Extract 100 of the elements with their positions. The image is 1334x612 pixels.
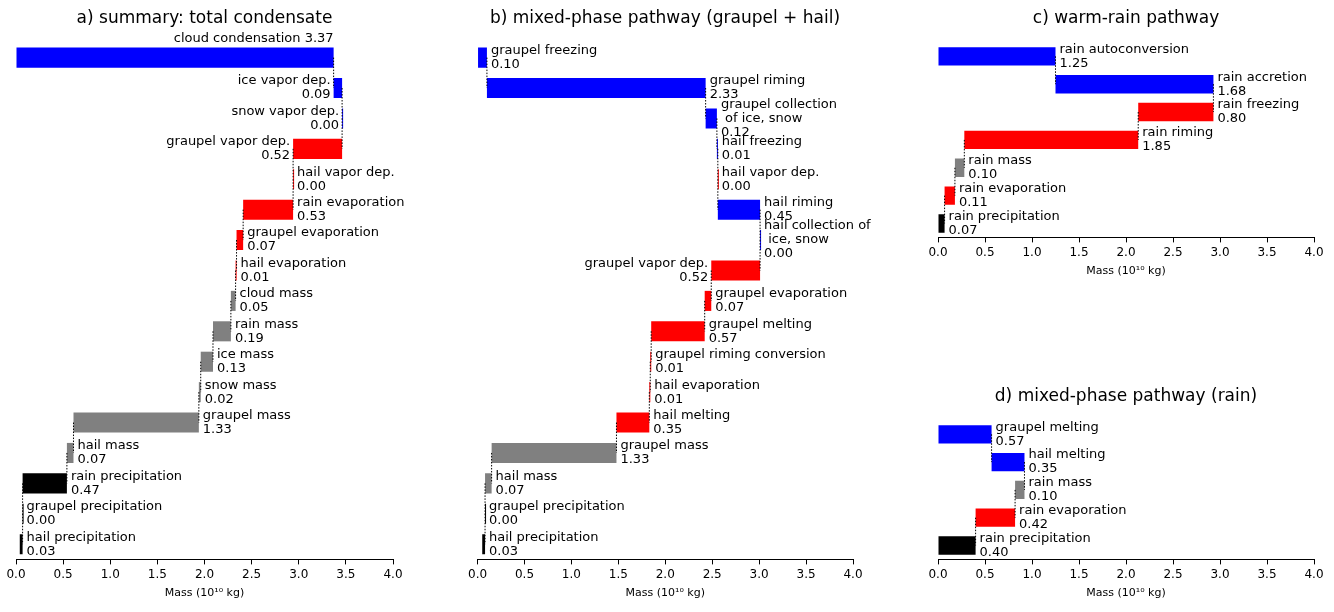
x-tick-label: 3.5 <box>336 566 356 581</box>
x-tick-label: 1.5 <box>147 566 167 581</box>
data-label: 0.07 <box>948 221 978 237</box>
x-tick-label: 0.5 <box>53 566 73 581</box>
category-label: cloud condensation 3.37 <box>173 29 334 45</box>
data-label: 0.00 <box>721 177 751 193</box>
x-tick-label: 2.5 <box>702 566 722 581</box>
x-tick-label: 2.0 <box>1116 244 1136 259</box>
category-label: hail precipitation <box>489 528 599 544</box>
data-label: 0.00 <box>764 245 794 261</box>
category-label: graupel riming conversion <box>655 346 826 362</box>
x-tick-label: 2.0 <box>194 566 215 581</box>
x-tick-label: 2.0 <box>1116 566 1136 581</box>
x-tick-label: 3.0 <box>1210 566 1230 581</box>
category-label: rain riming <box>1142 124 1214 140</box>
data-label: 0.01 <box>655 360 685 376</box>
category-label: graupel mass <box>620 437 709 453</box>
data-label: 0.47 <box>70 481 100 497</box>
x-tick-label: 3.5 <box>1257 244 1277 259</box>
chart-title: d) mixed-phase pathway (rain) <box>994 384 1258 405</box>
x-tick-label: 3.5 <box>796 566 816 581</box>
x-tick-label: 0.5 <box>975 566 995 581</box>
data-label: 0.00 <box>489 512 518 528</box>
x-tick-label: 0.5 <box>514 566 535 581</box>
x-tick-label: 3.5 <box>1257 566 1277 581</box>
x-tick-label: 3.0 <box>289 566 309 581</box>
category-label: rain precipitation <box>70 467 183 483</box>
x-tick-label: 2.5 <box>1163 244 1183 259</box>
chart-title: c) warm-rain pathway <box>1032 6 1220 27</box>
x-axis-title: Mass (10¹⁰ kg) <box>1086 264 1166 278</box>
chart-title: a) summary: total condensate <box>76 6 333 27</box>
category-label: rain mass <box>234 315 299 331</box>
category-label: cloud mass <box>239 285 314 301</box>
data-label: 0.40 <box>979 543 1009 559</box>
category-label: rain freezing <box>1217 96 1300 112</box>
chart-title: b) mixed-phase pathway (graupel + hail) <box>489 6 841 27</box>
x-tick-label: 2.5 <box>1163 566 1183 581</box>
category-label: rain mass <box>1028 474 1092 490</box>
category-label: hail melting <box>1028 446 1106 462</box>
category-label: hail riming <box>764 194 834 210</box>
x-tick-label: 2.0 <box>655 566 675 581</box>
category-label: graupel riming <box>709 72 806 88</box>
data-label: 1.25 <box>1059 54 1089 70</box>
category-label: graupel melting <box>708 315 812 331</box>
x-tick-label: 4.0 <box>843 566 863 581</box>
data-label: 0.10 <box>968 166 998 182</box>
category-label: rain accretion <box>1217 68 1307 84</box>
x-axis-title: Mass (10¹⁰ kg) <box>1086 586 1166 600</box>
x-tick-label: 1.0 <box>1022 566 1042 581</box>
category-label: graupel freezing <box>490 41 598 57</box>
data-label: 0.42 <box>1019 516 1049 532</box>
data-label: 0.03 <box>26 542 56 558</box>
x-tick-label: 4.0 <box>1304 566 1324 581</box>
category-label: graupel melting <box>995 418 1099 434</box>
data-label: 1.68 <box>1217 82 1247 98</box>
category-label: rain evaporation <box>1019 502 1127 518</box>
x-tick-label: 1.5 <box>1069 244 1089 259</box>
data-label: 0.11 <box>958 193 988 209</box>
category-label: rain evaporation <box>297 194 405 210</box>
category-label: hail precipitation <box>26 528 137 544</box>
category-label: rain evaporation <box>958 179 1067 195</box>
category-label: hail vapor dep. <box>297 163 395 179</box>
data-label: 0.07 <box>77 451 107 467</box>
x-tick-label: 0.5 <box>975 244 995 259</box>
data-label: 0.07 <box>495 481 525 497</box>
data-label: 0.80 <box>1217 110 1247 126</box>
category-label: ice mass <box>216 346 275 362</box>
data-label: 0.10 <box>1028 488 1058 504</box>
x-axis-title: Mass (10¹⁰ kg) <box>625 586 705 600</box>
category-label: graupel vapor dep. <box>166 133 291 149</box>
data-label: 0.00 <box>26 512 56 528</box>
category-label: snow mass <box>204 376 277 392</box>
category-label: snow vapor dep. <box>231 102 340 118</box>
x-tick-label: 2.5 <box>242 566 262 581</box>
data-label: 0.19 <box>234 329 264 345</box>
category-label: hail melting <box>653 406 731 422</box>
data-label: 0.01 <box>240 268 270 284</box>
data-label: 0.07 <box>715 299 745 315</box>
data-label: 0.02 <box>204 390 234 406</box>
data-label: 0.57 <box>995 432 1025 448</box>
category-label: graupel evaporation <box>715 285 848 301</box>
category-label: hail vapor dep. <box>721 163 820 179</box>
data-label: 0.00 <box>297 177 327 193</box>
data-label: 0.35 <box>653 420 683 436</box>
data-label: 0.01 <box>721 147 751 163</box>
x-tick-label: 1.0 <box>1022 244 1042 259</box>
data-label: 0.05 <box>239 299 269 315</box>
category-label: rain mass <box>968 152 1032 168</box>
data-label: 1.33 <box>620 451 650 467</box>
x-tick-label: 0.0 <box>928 244 948 259</box>
x-tick-label: 1.0 <box>100 566 120 581</box>
category-label: hail evaporation <box>240 254 347 270</box>
category-label: rain autoconversion <box>1059 40 1190 56</box>
x-tick-label: 1.0 <box>561 566 581 581</box>
category-label: rain precipitation <box>979 529 1091 545</box>
x-tick-label: 4.0 <box>383 566 403 581</box>
x-tick-label: 0.0 <box>6 566 26 581</box>
data-label: 1.85 <box>1142 138 1172 154</box>
data-label: 0.09 <box>301 86 331 102</box>
category-label: graupel mass <box>202 406 291 422</box>
